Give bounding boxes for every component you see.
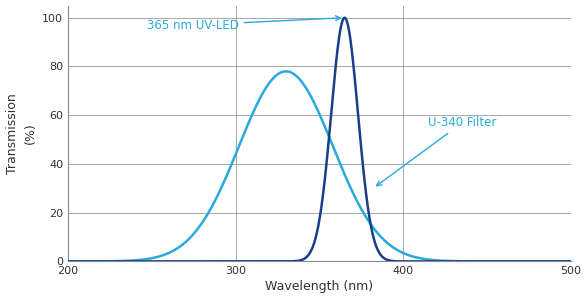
X-axis label: Wavelength (nm): Wavelength (nm) (265, 280, 373, 293)
Text: 365 nm UV-LED: 365 nm UV-LED (147, 16, 340, 32)
Y-axis label: Transmission
(%): Transmission (%) (5, 93, 36, 174)
Text: U-340 Filter: U-340 Filter (377, 116, 497, 186)
